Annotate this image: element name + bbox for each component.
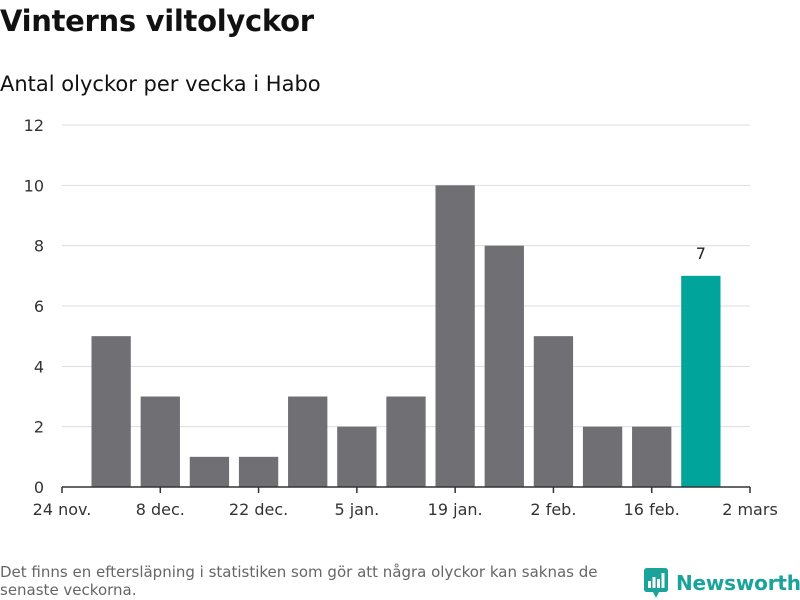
- y-tick-label: 12: [24, 116, 44, 135]
- bar: [238, 456, 279, 487]
- y-tick-label: 4: [34, 357, 44, 376]
- bar-chart-icon: [644, 568, 668, 598]
- bar: [632, 426, 672, 487]
- y-tick-label: 10: [24, 176, 44, 195]
- x-tick-label: 16 feb.: [624, 500, 680, 519]
- x-tick-label: 5 jan.: [334, 500, 379, 519]
- bar-chart: 0 2 4 6 8 10 12 7 24 nov. 8 dec. 22 dec. 5 jan. 19 j…: [24, 116, 778, 519]
- chart-subtitle: Antal olyckor per vecka i Habo: [0, 72, 321, 96]
- x-tick-label: 2 mars: [722, 500, 778, 519]
- bar: [484, 245, 524, 487]
- x-tick-label: 19 jan.: [428, 500, 483, 519]
- bar: [582, 426, 623, 487]
- footnote: Det finns en eftersläpning i statistiken…: [0, 563, 598, 599]
- bar: [189, 456, 230, 487]
- y-tick-label: 0: [34, 478, 44, 497]
- data-label: 7: [696, 244, 706, 263]
- bar: [140, 396, 180, 487]
- y-tick-label: 8: [34, 237, 44, 256]
- y-tick-label: 6: [34, 297, 44, 316]
- newsworthy-logo: Newsworthy: [644, 568, 800, 598]
- y-tick-label: 2: [34, 418, 44, 437]
- bar: [337, 426, 377, 487]
- chart-title: Vinterns viltolyckor: [0, 4, 314, 38]
- x-tick-label: 24 nov.: [33, 500, 92, 519]
- bar: [288, 396, 328, 487]
- bar: [386, 396, 426, 487]
- x-tick-label: 8 dec.: [136, 500, 185, 519]
- bar: [435, 185, 475, 488]
- bar: [533, 336, 574, 487]
- x-tick-label: 2 feb.: [530, 500, 576, 519]
- x-tick-label: 22 dec.: [229, 500, 288, 519]
- brand-name: Newsworthy: [676, 571, 800, 595]
- bar: [681, 275, 721, 487]
- bar: [91, 336, 131, 487]
